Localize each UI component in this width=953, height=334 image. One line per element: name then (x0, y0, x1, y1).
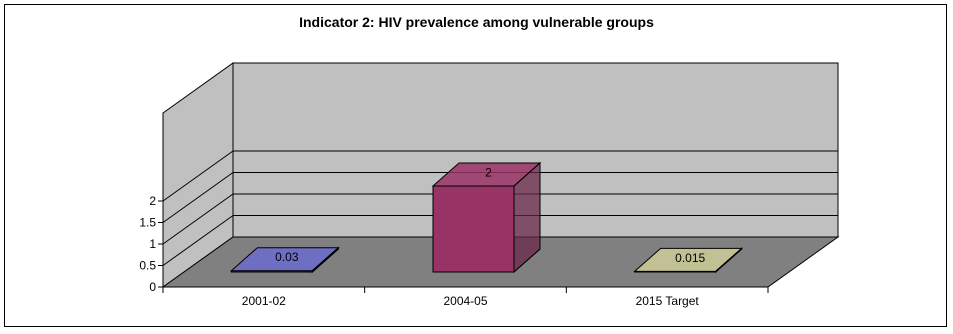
x-tick-label: 2001-02 (242, 294, 286, 308)
y-tick-label: 0.5 (139, 259, 156, 273)
x-tick-label: 2015 Target (636, 294, 700, 308)
data-label: 0.015 (675, 251, 705, 265)
gridline-side (162, 193, 234, 245)
y-tick-label: 1 (149, 237, 156, 251)
axes: 0 0.5 1 1.5 2 2001-02 2004-05 2015 Target (139, 193, 769, 308)
gridline-side (162, 172, 234, 223)
bar-side-tint (311, 246, 339, 274)
chart-title: Indicator 2: HIV prevalence among vulner… (299, 14, 654, 30)
bar-front (432, 185, 515, 273)
gridline-side (162, 215, 234, 266)
bars (230, 161, 743, 274)
data-label: 2 (485, 166, 492, 180)
data-label: 0.03 (275, 250, 299, 264)
bar-side-tint (715, 247, 743, 274)
y-tick-label: 2 (149, 194, 156, 208)
y-tick-label: 1.5 (139, 216, 156, 230)
x-tick-label: 2004-05 (443, 294, 487, 308)
gridline-side (162, 150, 234, 202)
y-tick-label: 0 (149, 280, 156, 294)
labels: 0.03 2 0.015 (275, 166, 705, 265)
bar-side-tint (513, 161, 541, 274)
